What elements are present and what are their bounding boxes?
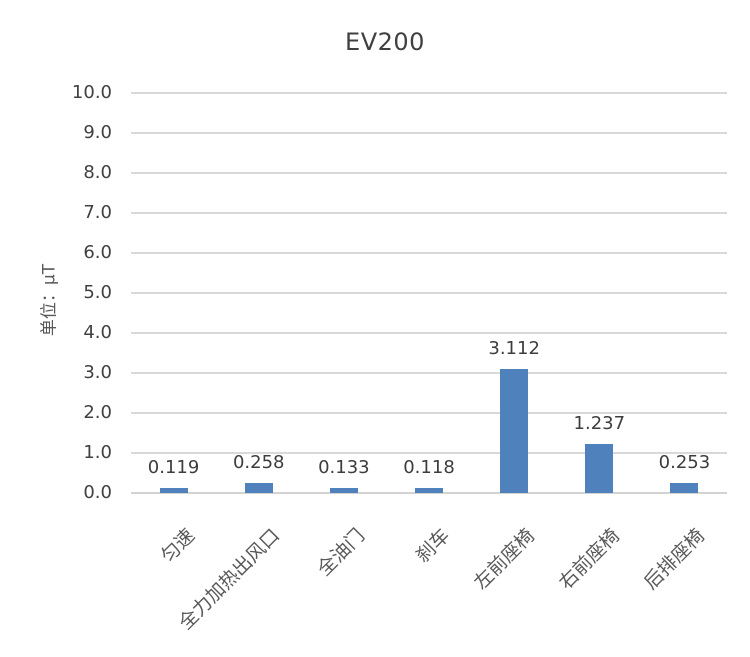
y-tick-label: 5.0	[83, 282, 112, 303]
gridline	[131, 412, 727, 414]
y-tick-label: 0.0	[83, 482, 112, 503]
bar	[670, 482, 699, 493]
bar	[500, 368, 529, 493]
gridline	[131, 212, 727, 214]
gridline	[131, 132, 727, 134]
bar	[415, 488, 443, 493]
y-tick-label: 3.0	[83, 362, 112, 383]
y-tick-label: 6.0	[83, 242, 112, 263]
chart-title: EV200	[345, 28, 425, 56]
x-category-label: 后排座椅	[640, 524, 710, 594]
bar	[329, 487, 358, 493]
bar-value-label: 0.119	[147, 457, 200, 479]
gridline	[131, 452, 727, 454]
y-tick-label: 10.0	[71, 82, 112, 103]
y-tick-label: 2.0	[83, 402, 112, 423]
x-category-label: 全油门	[313, 524, 370, 581]
plot-area: 0.119 0.258 0.133 0.118 3.112 1.237 0.253	[131, 92, 727, 494]
y-tick-label: 1.0	[83, 442, 112, 463]
bar-value-label: 0.133	[318, 456, 370, 478]
y-tick-label: 8.0	[83, 162, 112, 183]
gridline	[131, 252, 727, 254]
bar-value-label: 1.237	[573, 412, 626, 434]
x-axis-line	[131, 492, 727, 494]
bar	[585, 443, 614, 493]
x-category-label: 右前座椅	[555, 524, 625, 594]
x-category-label: 匀速	[156, 524, 199, 568]
gridline	[131, 92, 727, 94]
bar	[244, 482, 273, 493]
bar-value-label: 0.253	[658, 451, 711, 473]
y-tick-label: 7.0	[83, 202, 112, 223]
gridline	[131, 372, 727, 374]
bar-value-label: 0.258	[232, 451, 285, 473]
y-axis-tick-labels: 0.0 1.0 2.0 3.0 4.0 5.0 6.0 7.0 8.0 9.0 10.0	[0, 0, 112, 657]
y-tick-label: 4.0	[83, 322, 112, 343]
bar-value-label: 0.118	[403, 457, 455, 479]
gridline	[131, 172, 727, 174]
y-tick-label: 9.0	[83, 122, 112, 143]
gridline	[131, 332, 727, 334]
x-category-label: 刹车	[411, 524, 455, 568]
x-category-label: 左前座椅	[469, 524, 540, 594]
gridline	[131, 292, 727, 294]
bar	[159, 488, 188, 493]
bar-value-label: 3.112	[488, 337, 540, 359]
